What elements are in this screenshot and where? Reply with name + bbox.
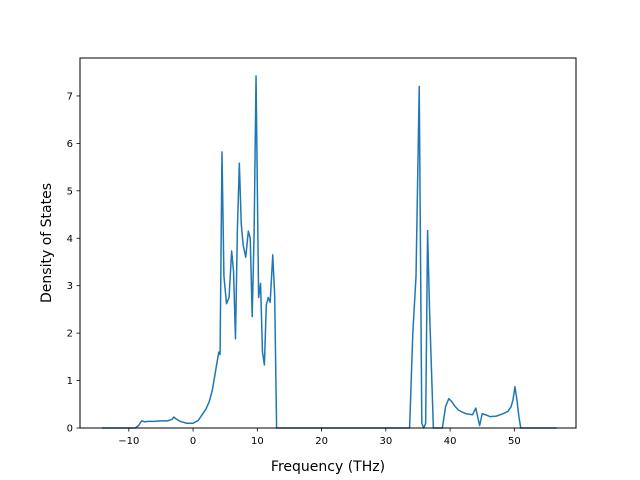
y-tick-label: 3 (67, 281, 73, 292)
dos-line-layer (101, 75, 557, 429)
y-tick-label: 5 (67, 186, 73, 197)
y-tick-label: 0 (67, 424, 73, 435)
x-axis-ticks: −10 0 10 20 30 40 50 (118, 428, 521, 447)
x-tick-label: 30 (379, 436, 392, 447)
y-tick-label: 1 (67, 376, 73, 387)
dos-series-line (101, 75, 557, 429)
x-axis-label: Frequency (THz) (271, 459, 385, 475)
x-tick-label: 10 (251, 436, 264, 447)
y-axis-ticks: 0 1 2 3 4 5 6 7 (67, 91, 80, 435)
y-tick-label: 4 (67, 234, 73, 245)
y-axis-label: Density of States (39, 183, 55, 303)
y-tick-label: 7 (67, 91, 73, 102)
y-tick-label: 2 (67, 329, 73, 340)
x-tick-label: 40 (444, 436, 457, 447)
x-tick-label: 50 (508, 436, 521, 447)
y-tick-label: 6 (67, 139, 73, 150)
plot-frame (79, 57, 577, 429)
x-tick-label: 0 (190, 436, 196, 447)
x-tick-label: 20 (315, 436, 328, 447)
x-tick-label: −10 (118, 436, 139, 447)
